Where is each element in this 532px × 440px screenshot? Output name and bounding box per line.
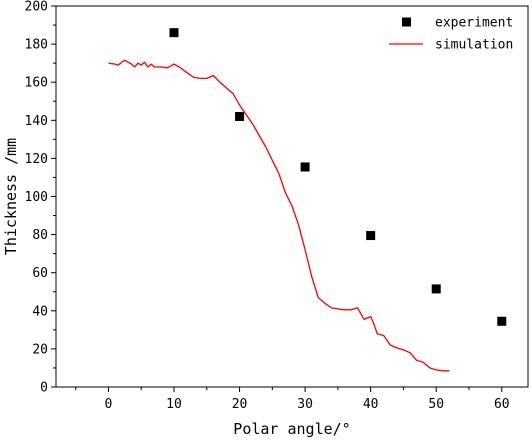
legend: experiment simulation	[389, 16, 513, 53]
x-axis-title: Polar angle/°	[233, 420, 350, 438]
simulation-line	[108, 59, 450, 372]
y-tick-label: 180	[25, 38, 48, 53]
x-tick-label: 10	[166, 397, 182, 412]
plot-border	[55, 5, 529, 388]
plot-frame	[55, 5, 529, 388]
experiment-point	[497, 316, 507, 326]
y-tick-label: 0	[40, 381, 48, 396]
y-tick-label: 40	[32, 304, 48, 319]
x-tick-label: 20	[232, 397, 248, 412]
x-tick-label: 0	[105, 397, 113, 412]
series-layer	[108, 28, 507, 372]
experiment-point	[235, 111, 245, 121]
y-tick-label: 80	[32, 228, 48, 243]
x-tick-label: 30	[297, 397, 313, 412]
y-tick-label: 120	[25, 152, 48, 167]
experiment-point	[366, 231, 376, 241]
y-tick-label: 200	[25, 0, 48, 15]
legend-label: experiment	[435, 16, 513, 31]
x-axis: 0 10 20 30 40 50 60	[75, 387, 510, 412]
y-tick-label: 140	[25, 114, 48, 129]
legend-experiment-marker	[402, 17, 411, 27]
y-tick-label: 100	[25, 190, 48, 205]
legend-label: simulation	[435, 38, 513, 53]
y-axis: 0 20 40 60 80 100 120 140 160 180 200	[25, 0, 56, 396]
x-tick-label: 50	[428, 397, 444, 412]
y-axis-title: Thickness /mm	[2, 138, 20, 255]
x-tick-label: 40	[363, 397, 379, 412]
y-tick-label: 20	[32, 342, 48, 357]
x-tick-label: 60	[494, 397, 510, 412]
experiment-point	[300, 162, 310, 172]
experiment-point	[169, 28, 179, 38]
y-tick-label: 160	[25, 76, 48, 91]
y-tick-label: 60	[32, 266, 48, 281]
experiment-point	[431, 284, 441, 294]
